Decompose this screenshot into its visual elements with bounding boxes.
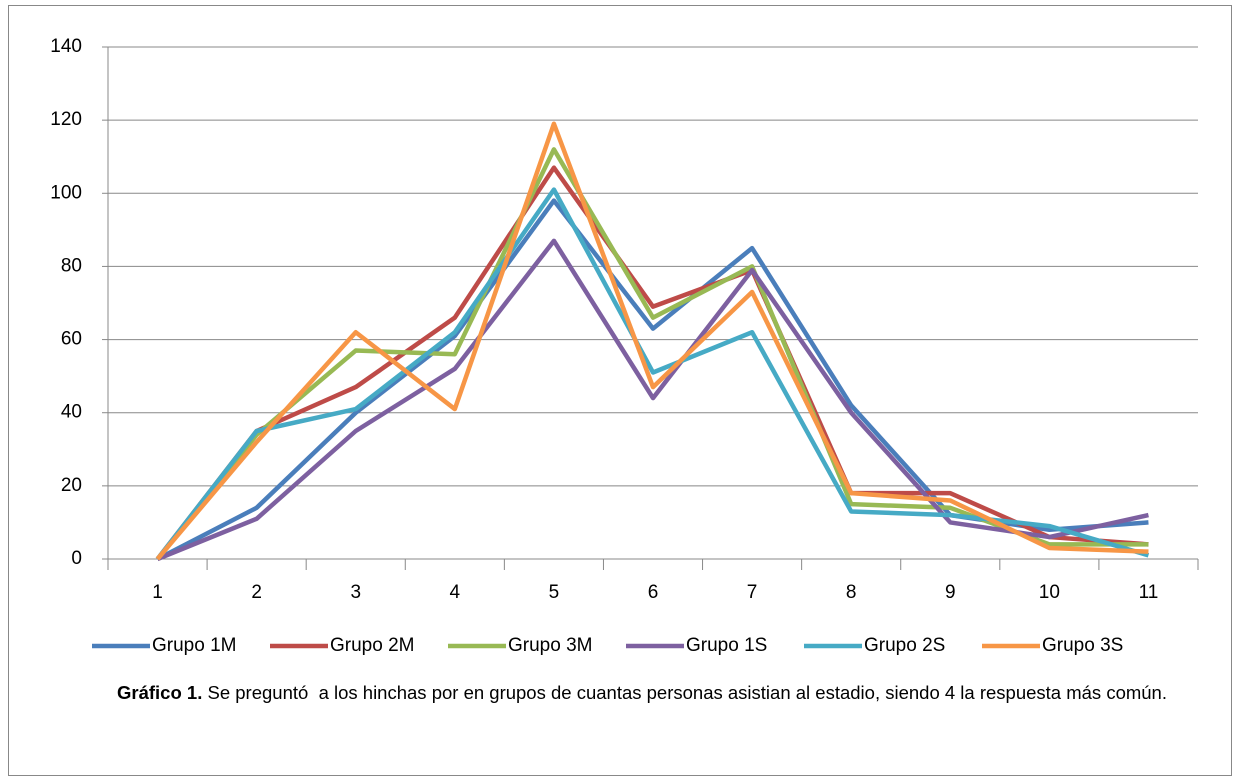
y-tick-label: 80: [61, 255, 82, 276]
x-tick-label: 8: [846, 582, 857, 603]
legend-label: Grupo 2M: [330, 635, 414, 656]
legend-label: Grupo 3S: [1042, 635, 1123, 656]
caption-text: Se preguntó a los hinchas por en grupos …: [202, 682, 1167, 703]
legend-label: Grupo 1M: [152, 635, 236, 656]
x-tick-label: 2: [251, 582, 262, 603]
y-tick-label: 140: [50, 36, 82, 57]
series-line: [155, 121, 1149, 561]
y-tick-label: 120: [50, 109, 82, 130]
x-tick-label: 10: [1039, 582, 1060, 603]
y-tick-label: 60: [61, 329, 82, 350]
legend-label: Grupo 3M: [508, 635, 592, 656]
caption-label: Gráfico 1.: [117, 682, 203, 703]
series-line: [156, 238, 1149, 562]
caption: Gráfico 1. Se preguntó a los hinchas por…: [117, 678, 1197, 708]
y-tick-label: 0: [71, 548, 82, 569]
x-tick-label: 11: [1139, 582, 1159, 603]
x-tick-label: 7: [747, 582, 758, 603]
x-tick-label: 5: [549, 582, 560, 603]
y-tick-label: 20: [61, 475, 82, 496]
x-tick-label: 6: [648, 582, 659, 603]
x-tick-label: 3: [350, 582, 361, 603]
x-tick-label: 9: [945, 582, 956, 603]
chart-frame: [8, 5, 1232, 776]
x-tick-label: 1: [152, 582, 163, 603]
y-tick-label: 40: [61, 402, 82, 423]
legend-label: Grupo 1S: [686, 635, 767, 656]
y-tick-label: 100: [50, 182, 82, 203]
x-tick-label: 4: [450, 582, 461, 603]
legend-label: Grupo 2S: [864, 635, 945, 656]
series-line: [155, 165, 1149, 561]
